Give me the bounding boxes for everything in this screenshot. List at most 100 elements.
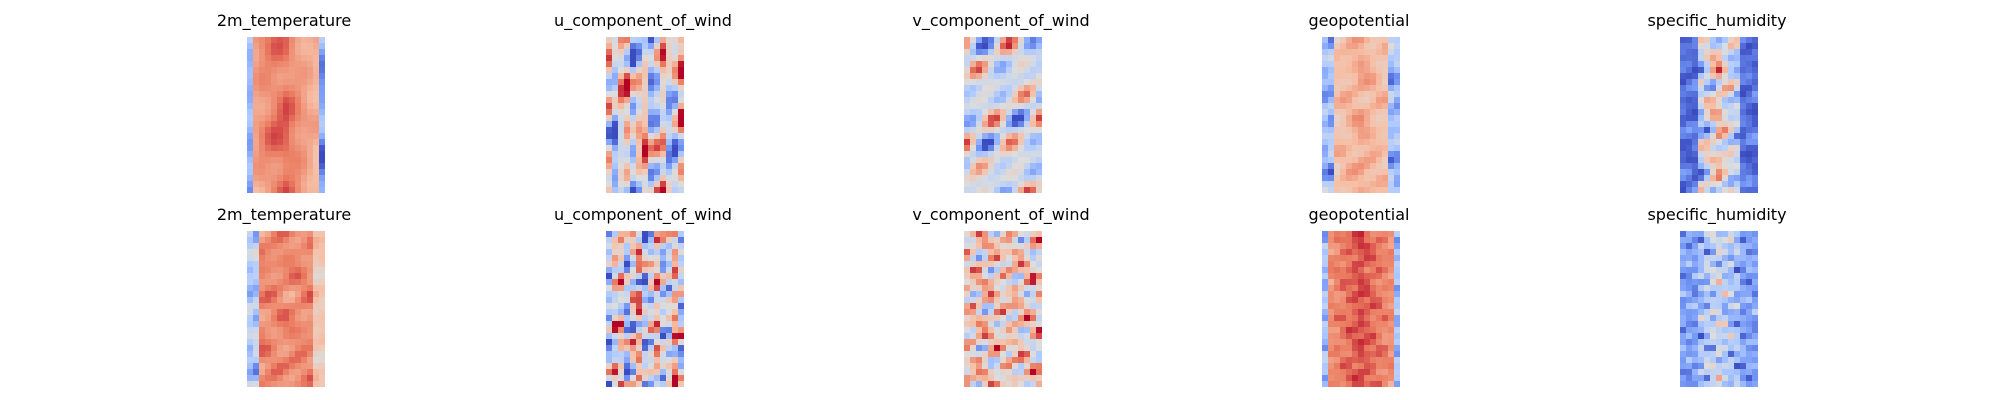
field-cell	[1376, 133, 1383, 140]
field-cell	[1686, 61, 1693, 68]
field-cell	[1722, 73, 1729, 80]
field-cell	[1352, 291, 1359, 298]
field-cell	[1394, 145, 1400, 152]
field-cell	[253, 169, 260, 176]
field-cell	[319, 85, 325, 92]
field-cell	[970, 151, 977, 158]
field-cell	[642, 231, 649, 238]
field-cell	[1394, 357, 1400, 364]
field-cell	[618, 309, 625, 316]
field-cell	[1018, 261, 1025, 268]
field-cell	[1012, 109, 1019, 116]
field-cell	[654, 345, 661, 352]
field-cell	[1036, 357, 1042, 364]
field-cell	[295, 363, 302, 370]
field-cell	[1036, 243, 1042, 250]
field-cell	[1728, 369, 1735, 376]
field-cell	[307, 127, 314, 134]
field-cell	[289, 151, 296, 158]
field-cell	[624, 145, 631, 152]
field-cell	[642, 121, 649, 128]
field-cell	[1030, 321, 1037, 328]
field-cell	[319, 175, 325, 182]
field-cell	[1340, 97, 1347, 104]
field-cell	[660, 103, 667, 110]
field-cell	[1752, 181, 1758, 188]
field-cell	[1352, 121, 1359, 128]
field-cell	[295, 255, 302, 262]
field-cell	[1364, 357, 1371, 364]
field-cell	[654, 285, 661, 292]
field-cell	[253, 85, 260, 92]
field-cell	[319, 249, 325, 256]
field-cell	[319, 91, 325, 98]
field-cell	[1376, 303, 1383, 310]
field-cell	[1388, 285, 1395, 292]
field-cell	[1346, 151, 1353, 158]
field-cell	[660, 327, 667, 334]
field-cell	[1388, 303, 1395, 310]
field-cell	[1752, 333, 1758, 340]
field-cell	[1018, 345, 1025, 352]
field-cell	[988, 369, 995, 376]
field-cell	[1388, 127, 1395, 134]
field-cell	[660, 79, 667, 86]
field-cell	[1036, 43, 1042, 50]
field-cell	[1388, 255, 1395, 262]
field-cell	[672, 97, 679, 104]
field-cell	[277, 145, 284, 152]
field-cell	[253, 157, 260, 164]
field-cell	[271, 43, 278, 50]
field-cell	[648, 333, 655, 340]
field-cell	[1740, 73, 1747, 80]
field-cell	[1000, 181, 1007, 188]
field-cell	[1710, 151, 1717, 158]
field-cell	[1710, 163, 1717, 170]
field-cell	[1680, 133, 1687, 140]
field-cell	[636, 127, 643, 134]
field-cell	[666, 127, 673, 134]
field-cell	[612, 279, 619, 286]
field-cell	[672, 85, 679, 92]
field-cell	[1364, 67, 1371, 74]
field-cell	[1740, 231, 1747, 238]
field-cell	[660, 315, 667, 322]
field-cell	[1358, 231, 1365, 238]
field-cell	[1340, 381, 1347, 387]
field-cell	[1752, 363, 1758, 370]
field-cell	[1388, 91, 1395, 98]
field-cell	[648, 375, 655, 382]
field-cell	[1722, 127, 1729, 134]
field-cell	[1388, 55, 1395, 62]
field-cell	[271, 187, 278, 193]
field-cell	[666, 115, 673, 122]
field-cell	[988, 115, 995, 122]
field-cell	[1340, 339, 1347, 346]
field-cell	[660, 109, 667, 116]
field-cell	[1376, 55, 1383, 62]
field-cell	[1376, 345, 1383, 352]
field-cell	[1024, 85, 1031, 92]
field-cell	[1740, 375, 1747, 382]
field-cell	[265, 73, 272, 80]
field-cell	[1006, 345, 1013, 352]
field-cell	[636, 79, 643, 86]
field-cell	[265, 315, 272, 322]
field-cell	[1328, 273, 1335, 280]
field-cell	[1722, 321, 1729, 328]
field-cell	[295, 139, 302, 146]
field-cell	[612, 145, 619, 152]
field-cell	[253, 375, 260, 382]
field-cell	[1680, 139, 1687, 146]
field-cell	[1370, 49, 1377, 56]
field-cell	[1692, 97, 1699, 104]
field-cell	[1394, 285, 1400, 292]
field-cell	[618, 127, 625, 134]
field-cell	[1346, 145, 1353, 152]
field-cell	[1328, 291, 1335, 298]
field-cell	[1710, 67, 1717, 74]
field-cell	[283, 133, 290, 140]
field-cell	[259, 175, 266, 182]
field-cell	[1334, 79, 1341, 86]
field-cell	[1698, 169, 1705, 176]
